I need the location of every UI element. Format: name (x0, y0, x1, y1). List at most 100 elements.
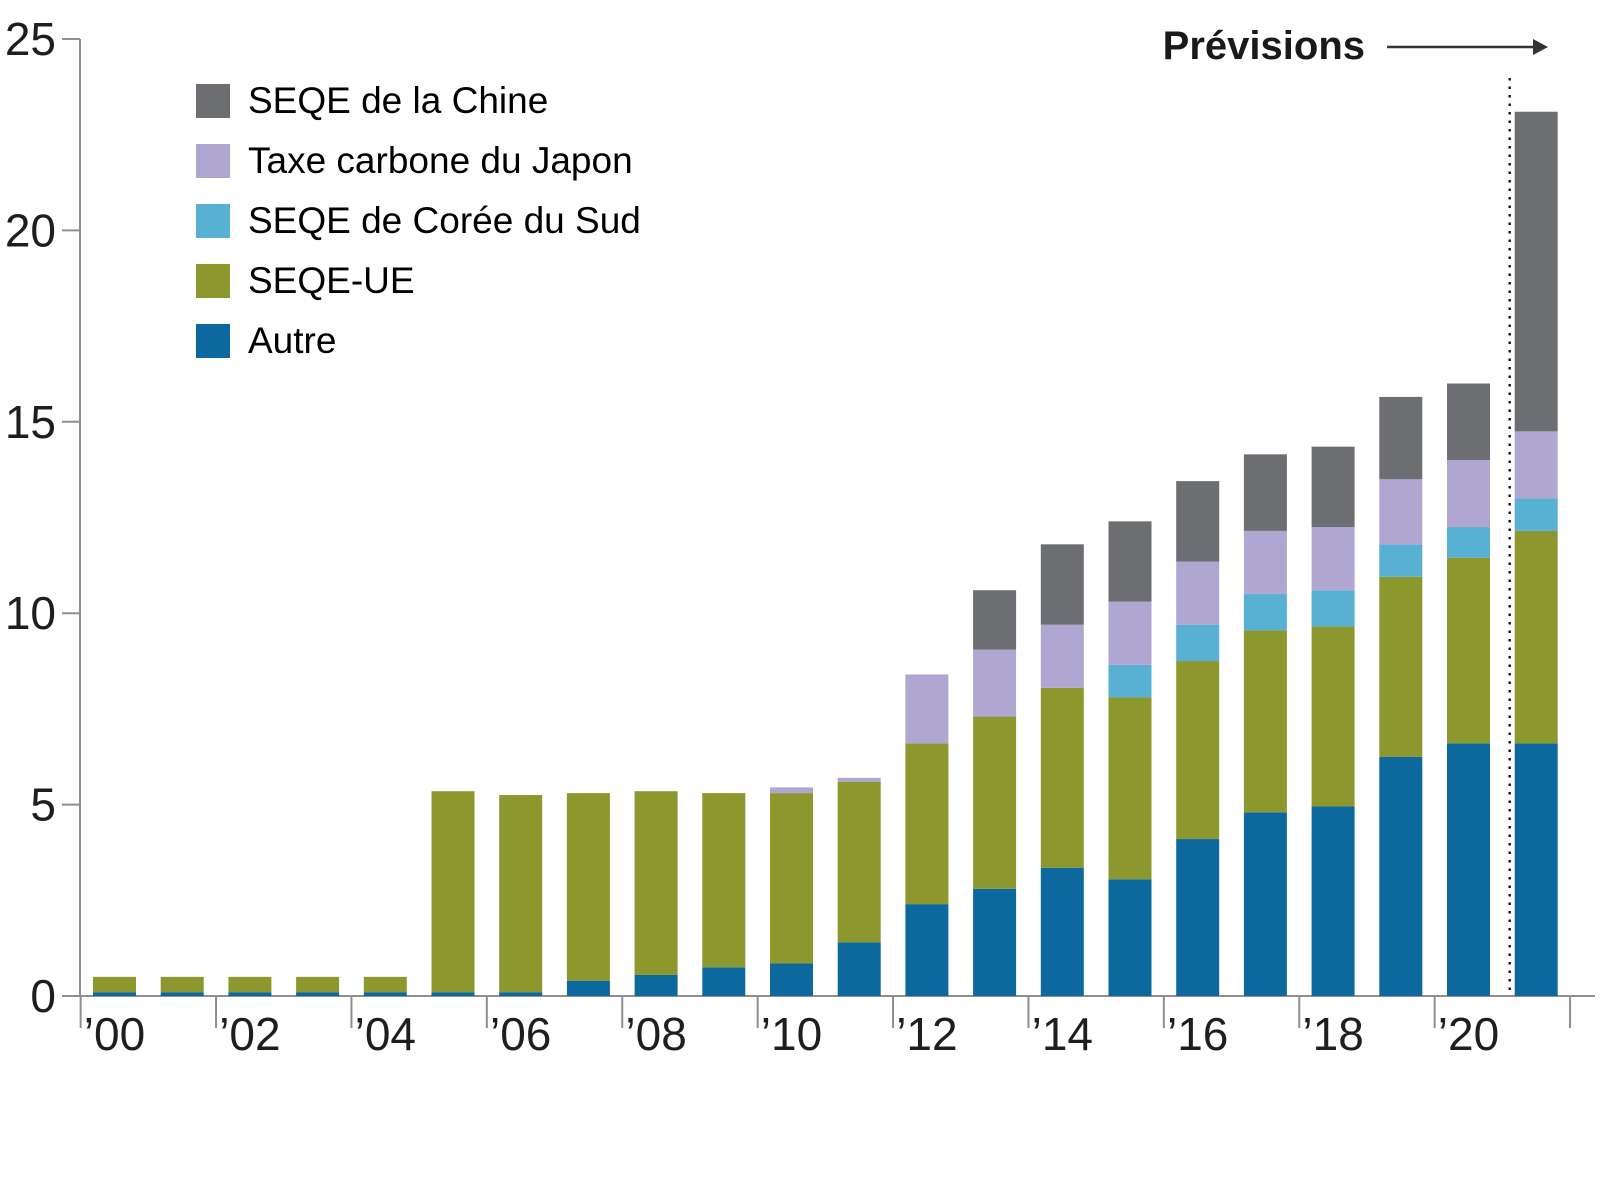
bar-segment-2000-seqe-ue (93, 976, 136, 993)
bar-segment-2018-autre (1311, 806, 1355, 996)
legend-label-seqe-chine: SEQE de la Chine (248, 80, 549, 121)
bar-segment-2013-seqe-de-la-chine (973, 590, 1017, 650)
bar-segment-2018-taxe-carbone-du-japon (1311, 527, 1355, 591)
bar-segment-2010-taxe-carbone-du-japon (770, 787, 813, 794)
bar-segment-2017-taxe-carbone-du-japon (1243, 530, 1287, 595)
legend-item-seqe-chine: SEQE de la Chine (196, 80, 641, 121)
bar-segment-2020-seqe-ue (1447, 557, 1490, 744)
bar-segment-2016-autre (1176, 839, 1220, 996)
y-axis-label: 20 (5, 204, 56, 256)
forecast-arrow-icon (1387, 38, 1548, 55)
bar-segment-2014-seqe-ue (1040, 687, 1084, 868)
bar-segment-2010-seqe-ue (770, 793, 813, 964)
legend-label-autre: Autre (248, 320, 337, 361)
bar-segment-2018-seqe-de-la-chine (1311, 446, 1355, 528)
legend-item-seqe-ue: SEQE-UE (196, 260, 641, 301)
bar-segment-2020-seqe-de-cor-e-du-sud (1447, 527, 1490, 558)
legend-label-seqe-ue: SEQE-UE (248, 260, 415, 301)
bar-segment-2019-autre (1379, 756, 1423, 996)
x-axis-label: ’02 (219, 1008, 280, 1060)
bar-segment-2012-autre (905, 904, 949, 996)
y-axis-label: 10 (5, 587, 56, 639)
bar-segment-2019-seqe-ue (1379, 576, 1423, 757)
bar-segment-2006-seqe-ue (499, 795, 543, 993)
legend-swatch-taxe-japon (196, 144, 230, 178)
bar-segment-2011-seqe-ue (837, 781, 881, 943)
bar-segment-2017-seqe-ue (1243, 630, 1287, 813)
bar-segment-2008-autre (634, 974, 678, 996)
legend: SEQE de la Chine Taxe carbone du Japon S… (196, 80, 641, 361)
bar-segment-2001-seqe-ue (160, 976, 204, 993)
bar-segment-2010-autre (770, 963, 813, 996)
bar-segment-2021-autre (1514, 743, 1558, 996)
bar-segment-2015-seqe-de-la-chine (1108, 521, 1152, 602)
bar-segment-2015-taxe-carbone-du-japon (1108, 601, 1152, 665)
bar-segment-2019-taxe-carbone-du-japon (1379, 479, 1423, 545)
bar-segment-2020-taxe-carbone-du-japon (1447, 460, 1490, 528)
legend-swatch-seqe-chine (196, 84, 230, 118)
bar-segment-2006-autre (499, 992, 543, 996)
legend-item-seqe-coree: SEQE de Corée du Sud (196, 200, 641, 241)
bar-segment-2021-taxe-carbone-du-japon (1514, 431, 1558, 499)
bar-segment-2014-taxe-carbone-du-japon (1040, 624, 1084, 688)
legend-label-taxe-japon: Taxe carbone du Japon (248, 140, 633, 181)
legend-swatch-autre (196, 324, 230, 358)
x-axis-label: ’08 (625, 1008, 686, 1060)
bar-segment-2016-taxe-carbone-du-japon (1176, 561, 1220, 625)
forecast-label: Prévisions (1162, 24, 1365, 68)
bar-segment-2021-seqe-de-la-chine (1514, 111, 1558, 432)
bar-segment-2007-seqe-ue (566, 793, 610, 981)
bar-segment-2015-autre (1108, 879, 1152, 996)
bar-segment-2011-autre (837, 942, 881, 996)
bar-segment-2014-autre (1040, 867, 1084, 996)
bar-segment-2019-seqe-de-la-chine (1379, 396, 1423, 480)
bar-segment-2002-seqe-ue (228, 976, 272, 993)
bar-segment-2019-seqe-de-cor-e-du-sud (1379, 544, 1423, 577)
x-axis-label: ’10 (761, 1008, 822, 1060)
x-axis-label: ’20 (1438, 1008, 1499, 1060)
x-axis-label: ’14 (1032, 1008, 1093, 1060)
bar-segment-2021-seqe-ue (1514, 530, 1558, 744)
bar-segment-2017-seqe-de-cor-e-du-sud (1243, 594, 1287, 631)
bar-segment-2020-autre (1447, 743, 1490, 996)
bar-segment-2011-taxe-carbone-du-japon (837, 777, 881, 782)
y-axis-label: 25 (5, 13, 56, 65)
bar-segment-2003-autre (296, 992, 340, 996)
bar-segment-2012-taxe-carbone-du-japon (905, 674, 949, 744)
bar-segment-2021-seqe-de-cor-e-du-sud (1514, 498, 1558, 531)
bar-segment-2015-seqe-de-cor-e-du-sud (1108, 664, 1152, 698)
legend-label-seqe-coree: SEQE de Corée du Sud (248, 200, 641, 241)
bar-segment-2009-seqe-ue (702, 793, 746, 968)
bar-segment-2015-seqe-ue (1108, 697, 1152, 880)
bar-segment-2005-autre (431, 992, 475, 996)
bar-segment-2001-autre (160, 992, 204, 996)
bar-segment-2017-autre (1243, 812, 1287, 996)
bar-segment-2008-seqe-ue (634, 791, 678, 975)
bar-segment-2017-seqe-de-la-chine (1243, 454, 1287, 531)
x-axis-label: ’16 (1167, 1008, 1228, 1060)
bar-segment-2018-seqe-ue (1311, 626, 1355, 807)
y-axis-label: 5 (30, 779, 56, 831)
x-axis-label: ’12 (896, 1008, 957, 1060)
forecast-annotation: Prévisions (1163, 24, 1550, 69)
bar-segment-2013-autre (973, 888, 1017, 996)
x-axis-label: ’18 (1302, 1008, 1363, 1060)
bar-segment-2018-seqe-de-cor-e-du-sud (1311, 590, 1355, 627)
x-axis-label: ’04 (355, 1008, 416, 1060)
bar-segment-2007-autre (566, 980, 610, 996)
bar-segment-2016-seqe-ue (1176, 661, 1220, 840)
legend-item-autre: Autre (196, 320, 641, 361)
bar-segment-2004-autre (363, 992, 407, 996)
legend-swatch-seqe-ue (196, 264, 230, 298)
bar-segment-2014-seqe-de-la-chine (1040, 544, 1084, 625)
legend-swatch-seqe-coree (196, 204, 230, 238)
x-axis-label: ’06 (490, 1008, 551, 1060)
y-axis-label: 0 (30, 970, 56, 1022)
legend-item-taxe-japon: Taxe carbone du Japon (196, 140, 641, 181)
bar-segment-2013-seqe-ue (973, 716, 1017, 889)
y-axis-label: 15 (5, 396, 56, 448)
bar-segment-2002-autre (228, 992, 272, 996)
bar-segment-2000-autre (93, 992, 136, 996)
